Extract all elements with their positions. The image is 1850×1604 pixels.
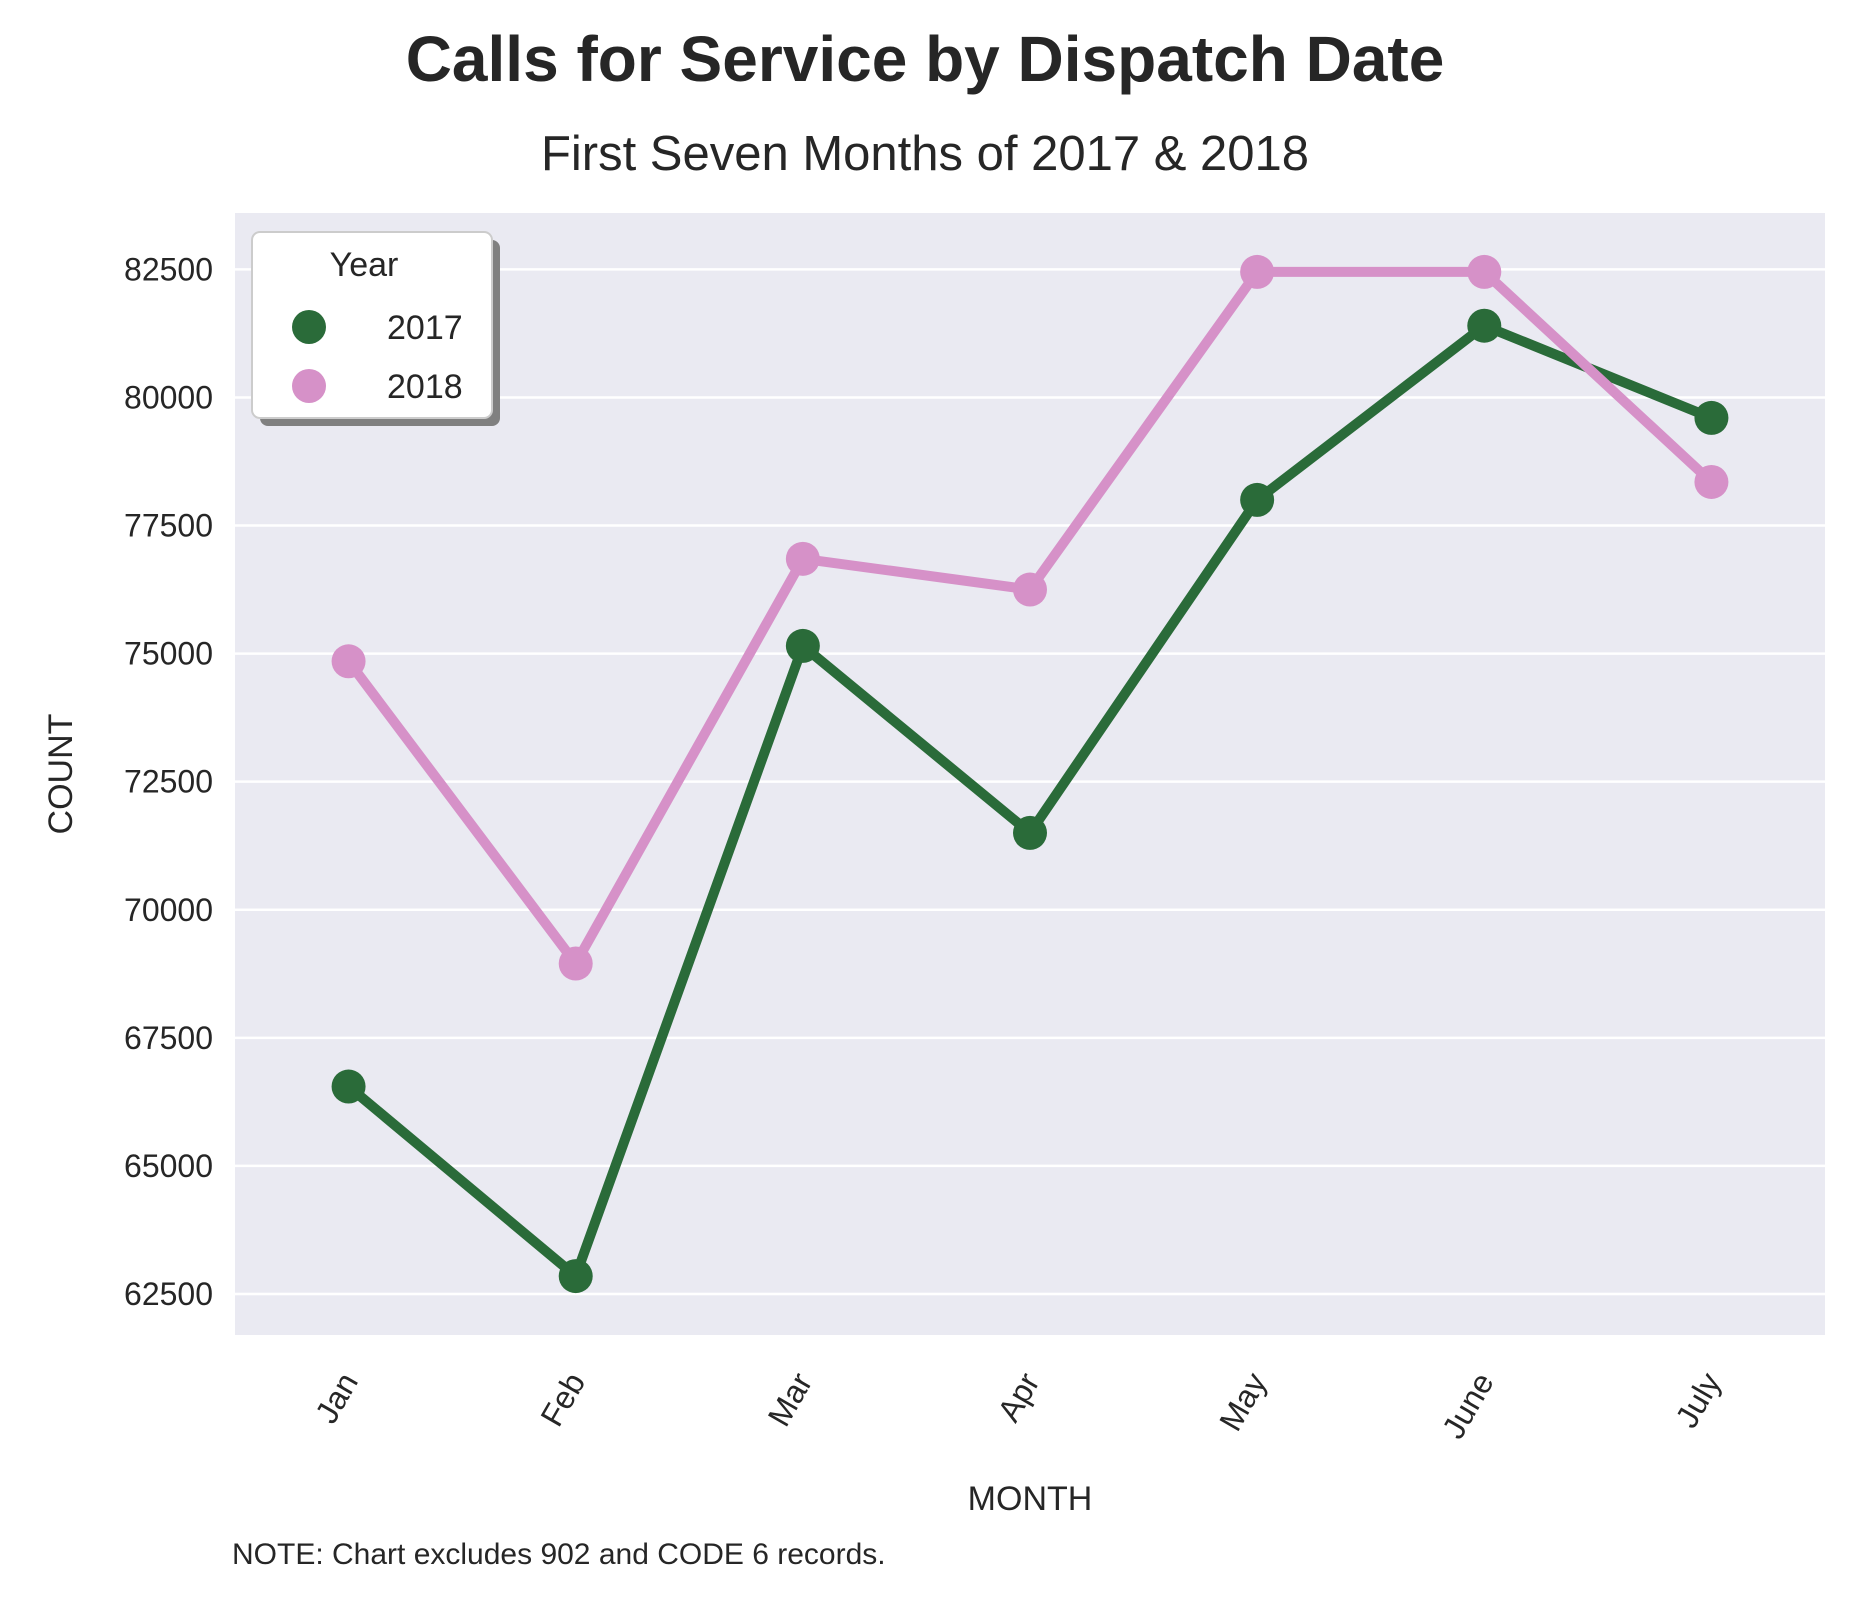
y-tick-label: 65000 xyxy=(124,1148,213,1184)
x-tick-label: June xyxy=(1435,1367,1501,1445)
x-axis-label: MONTH xyxy=(968,1480,1093,1518)
x-tick-label: Apr xyxy=(990,1366,1046,1427)
y-axis-label: COUNT xyxy=(42,714,80,835)
x-tick-label: Feb xyxy=(533,1367,592,1433)
y-tick-label: 72500 xyxy=(124,764,213,800)
x-tick-label: Jan xyxy=(308,1367,365,1430)
chart-subtitle: First Seven Months of 2017 & 2018 xyxy=(540,127,1310,181)
y-tick-label: 77500 xyxy=(124,508,213,544)
y-tick-label: 70000 xyxy=(124,892,213,928)
data-point-2017 xyxy=(1467,308,1502,343)
data-point-2017 xyxy=(1694,400,1729,435)
data-point-2017 xyxy=(785,628,820,663)
legend-label-2017: 2017 xyxy=(387,309,463,347)
legend-marker-2017 xyxy=(292,310,326,344)
x-tick-label: Mar xyxy=(761,1366,820,1432)
series-points xyxy=(331,254,1729,1294)
y-tick-label: 62500 xyxy=(124,1276,213,1312)
data-point-2017 xyxy=(331,1069,366,1104)
data-point-2018 xyxy=(785,541,820,576)
x-tick-label: July xyxy=(1668,1367,1728,1434)
gridlines xyxy=(235,268,1825,1296)
chart-title: Calls for Service by Dispatch Date xyxy=(405,23,1445,95)
data-point-2017 xyxy=(1240,482,1275,517)
data-point-2018 xyxy=(558,946,593,981)
y-axis-ticks: 62500 65000 67500 70000 72500 75000 77500 80000… xyxy=(124,251,213,1312)
legend-title: Year xyxy=(330,246,399,284)
chart-note: NOTE: Chart excludes 902 and CODE 6 reco… xyxy=(232,1538,886,1571)
x-axis-ticks: Jan Feb Mar Apr May June July xyxy=(308,1366,1728,1444)
data-point-2018 xyxy=(331,644,366,679)
data-point-2018 xyxy=(1467,254,1502,289)
y-tick-label: 82500 xyxy=(124,251,213,287)
y-tick-label: 75000 xyxy=(124,636,213,672)
legend: Year 2017 2018 xyxy=(251,231,500,426)
y-tick-label: 67500 xyxy=(124,1020,213,1056)
data-point-2017 xyxy=(1013,815,1047,850)
x-tick-label: May xyxy=(1212,1367,1273,1437)
data-point-2018 xyxy=(1240,254,1275,289)
data-point-2018 xyxy=(1013,572,1047,607)
data-point-2017 xyxy=(558,1259,593,1294)
data-point-2018 xyxy=(1694,464,1729,499)
legend-label-2018: 2018 xyxy=(387,368,463,406)
legend-marker-2018 xyxy=(292,369,326,403)
y-tick-label: 80000 xyxy=(124,379,213,415)
